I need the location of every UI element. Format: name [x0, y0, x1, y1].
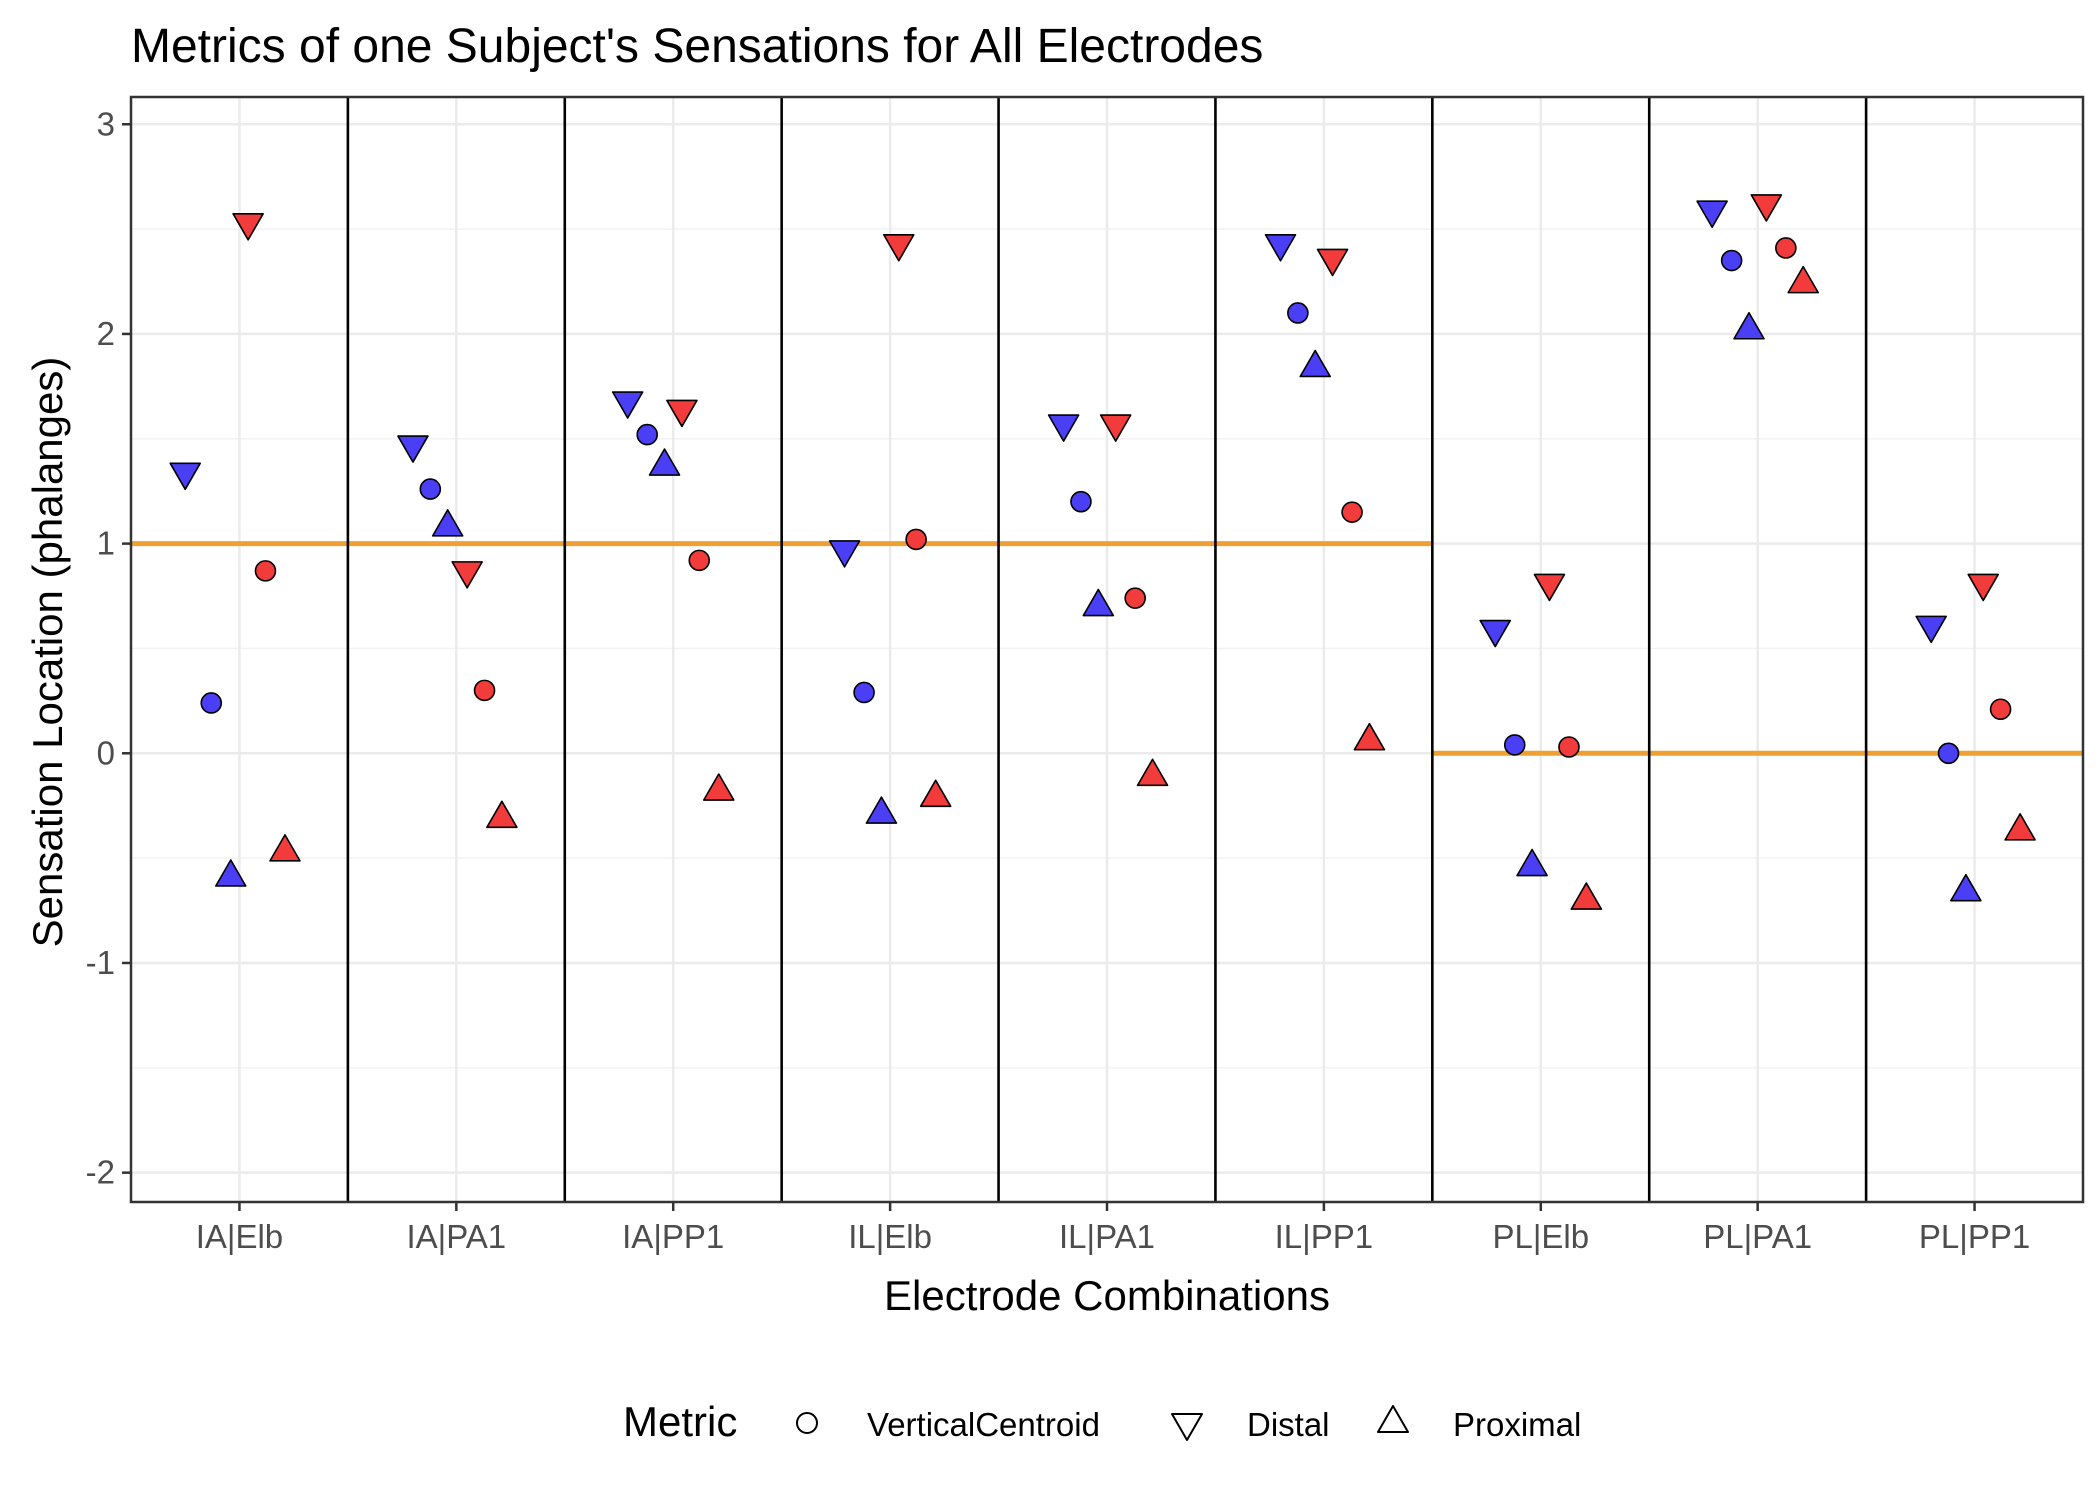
legend: Metric VerticalCentroid Distal Proximal — [623, 1398, 1581, 1445]
legend-label: Proximal — [1453, 1406, 1581, 1443]
reference-lines — [131, 541, 2083, 756]
legend-key-circle — [796, 1412, 818, 1434]
data-point-distal-blue — [611, 391, 644, 419]
data-point-centroid-blue — [1287, 302, 1309, 324]
data-point-proximal-blue — [1950, 873, 1982, 902]
x-axis-title: Electrode Combinations — [884, 1272, 1330, 1319]
data-point-centroid-blue — [1070, 490, 1092, 513]
data-point-proximal-blue — [1516, 848, 1548, 877]
data-point-distal-red — [1750, 194, 1783, 222]
data-point-proximal-red — [1353, 722, 1386, 751]
legend-label: VerticalCentroid — [867, 1406, 1100, 1443]
data-point-distal-blue — [169, 462, 202, 491]
data-point-proximal-red — [2004, 813, 2036, 841]
x-tick-label: PL|PP1 — [1919, 1218, 2030, 1255]
data-point-distal-blue — [1696, 200, 1728, 229]
x-tick-label: IL|Elb — [848, 1218, 932, 1255]
data-point-distal-blue — [1479, 619, 1512, 648]
data-point-distal-red — [882, 233, 915, 262]
data-point-proximal-blue — [1733, 311, 1765, 340]
data-point-proximal-blue — [214, 859, 247, 887]
y-tick-label: -2 — [86, 1154, 115, 1191]
data-point-distal-blue — [1264, 233, 1297, 262]
data-point-distal-red — [451, 561, 483, 589]
data-point-distal-blue — [828, 540, 861, 568]
data-point-centroid-red — [473, 679, 496, 702]
y-tick-label: 0 — [97, 734, 115, 771]
legend-key-triangle-up — [1377, 1405, 1409, 1433]
data-point-proximal-red — [269, 834, 301, 862]
y-tick-label: 1 — [97, 525, 115, 562]
y-axis-title: Sensation Location (phalanges) — [24, 357, 71, 948]
y-tick-label: 3 — [97, 105, 115, 142]
grid-layer — [131, 97, 2083, 1202]
axes: -2 -1 0 1 2 3 IA|Elb IA|PA1 IA|PP1 IL|Elb IL|PA1 IL… — [86, 105, 2031, 1255]
x-tick-label: IA|PP1 — [622, 1218, 724, 1255]
data-point-distal-red — [666, 399, 698, 428]
data-point-centroid-red — [905, 528, 927, 551]
data-point-centroid-blue — [1503, 734, 1526, 756]
data-point-proximal-red — [1136, 758, 1169, 787]
y-tick-label: 2 — [97, 315, 115, 352]
data-point-centroid-blue — [1720, 249, 1743, 272]
data-point-proximal-red — [1787, 265, 1820, 294]
data-point-centroid-red — [1341, 501, 1363, 523]
data-point-distal-red — [232, 213, 264, 241]
legend-title: Metric — [623, 1398, 737, 1445]
data-point-proximal-red — [1570, 882, 1603, 910]
chart-title: Metrics of one Subject's Sensations for … — [131, 20, 1263, 73]
data-point-proximal-blue — [1299, 349, 1332, 378]
data-point-proximal-red — [919, 779, 952, 808]
data-point-distal-blue — [397, 435, 429, 463]
data-point-centroid-blue — [200, 692, 223, 714]
data-points — [169, 194, 2036, 910]
data-point-centroid-blue — [853, 681, 875, 704]
data-point-proximal-blue — [1082, 588, 1115, 617]
data-point-centroid-blue — [1937, 742, 1960, 765]
data-point-distal-red — [1967, 573, 2000, 602]
x-tick-label: PL|Elb — [1492, 1218, 1589, 1255]
data-point-centroid-red — [1124, 587, 1146, 609]
data-point-proximal-red — [486, 800, 518, 829]
data-point-centroid-red — [254, 560, 277, 582]
data-point-centroid-red — [1989, 698, 2012, 721]
data-point-centroid-blue — [636, 423, 658, 446]
data-point-distal-red — [1099, 414, 1132, 442]
data-point-distal-red — [1533, 573, 1566, 602]
x-tick-label: PL|PA1 — [1703, 1218, 1812, 1255]
x-tick-label: IL|PP1 — [1275, 1218, 1373, 1255]
category-separators — [346, 97, 1868, 1202]
data-point-centroid-red — [1558, 736, 1580, 758]
data-point-proximal-blue — [865, 796, 898, 824]
legend-label: Distal — [1247, 1406, 1330, 1443]
x-tick-label: IL|PA1 — [1059, 1218, 1155, 1255]
data-point-proximal-red — [702, 773, 735, 801]
legend-entries: VerticalCentroid Distal Proximal — [796, 1405, 1581, 1443]
x-tick-label: IA|Elb — [196, 1218, 283, 1255]
y-tick-label: -1 — [86, 944, 115, 981]
x-tick-label: IA|PA1 — [406, 1218, 506, 1255]
data-point-distal-blue — [1915, 615, 1947, 644]
data-point-proximal-blue — [431, 509, 464, 537]
data-point-centroid-red — [688, 549, 711, 572]
data-point-centroid-blue — [419, 478, 442, 500]
data-point-distal-blue — [1047, 414, 1080, 442]
data-point-proximal-blue — [648, 448, 681, 476]
data-point-distal-red — [1316, 248, 1349, 277]
data-point-centroid-red — [1775, 237, 1797, 259]
legend-key-triangle-down — [1171, 1413, 1203, 1441]
